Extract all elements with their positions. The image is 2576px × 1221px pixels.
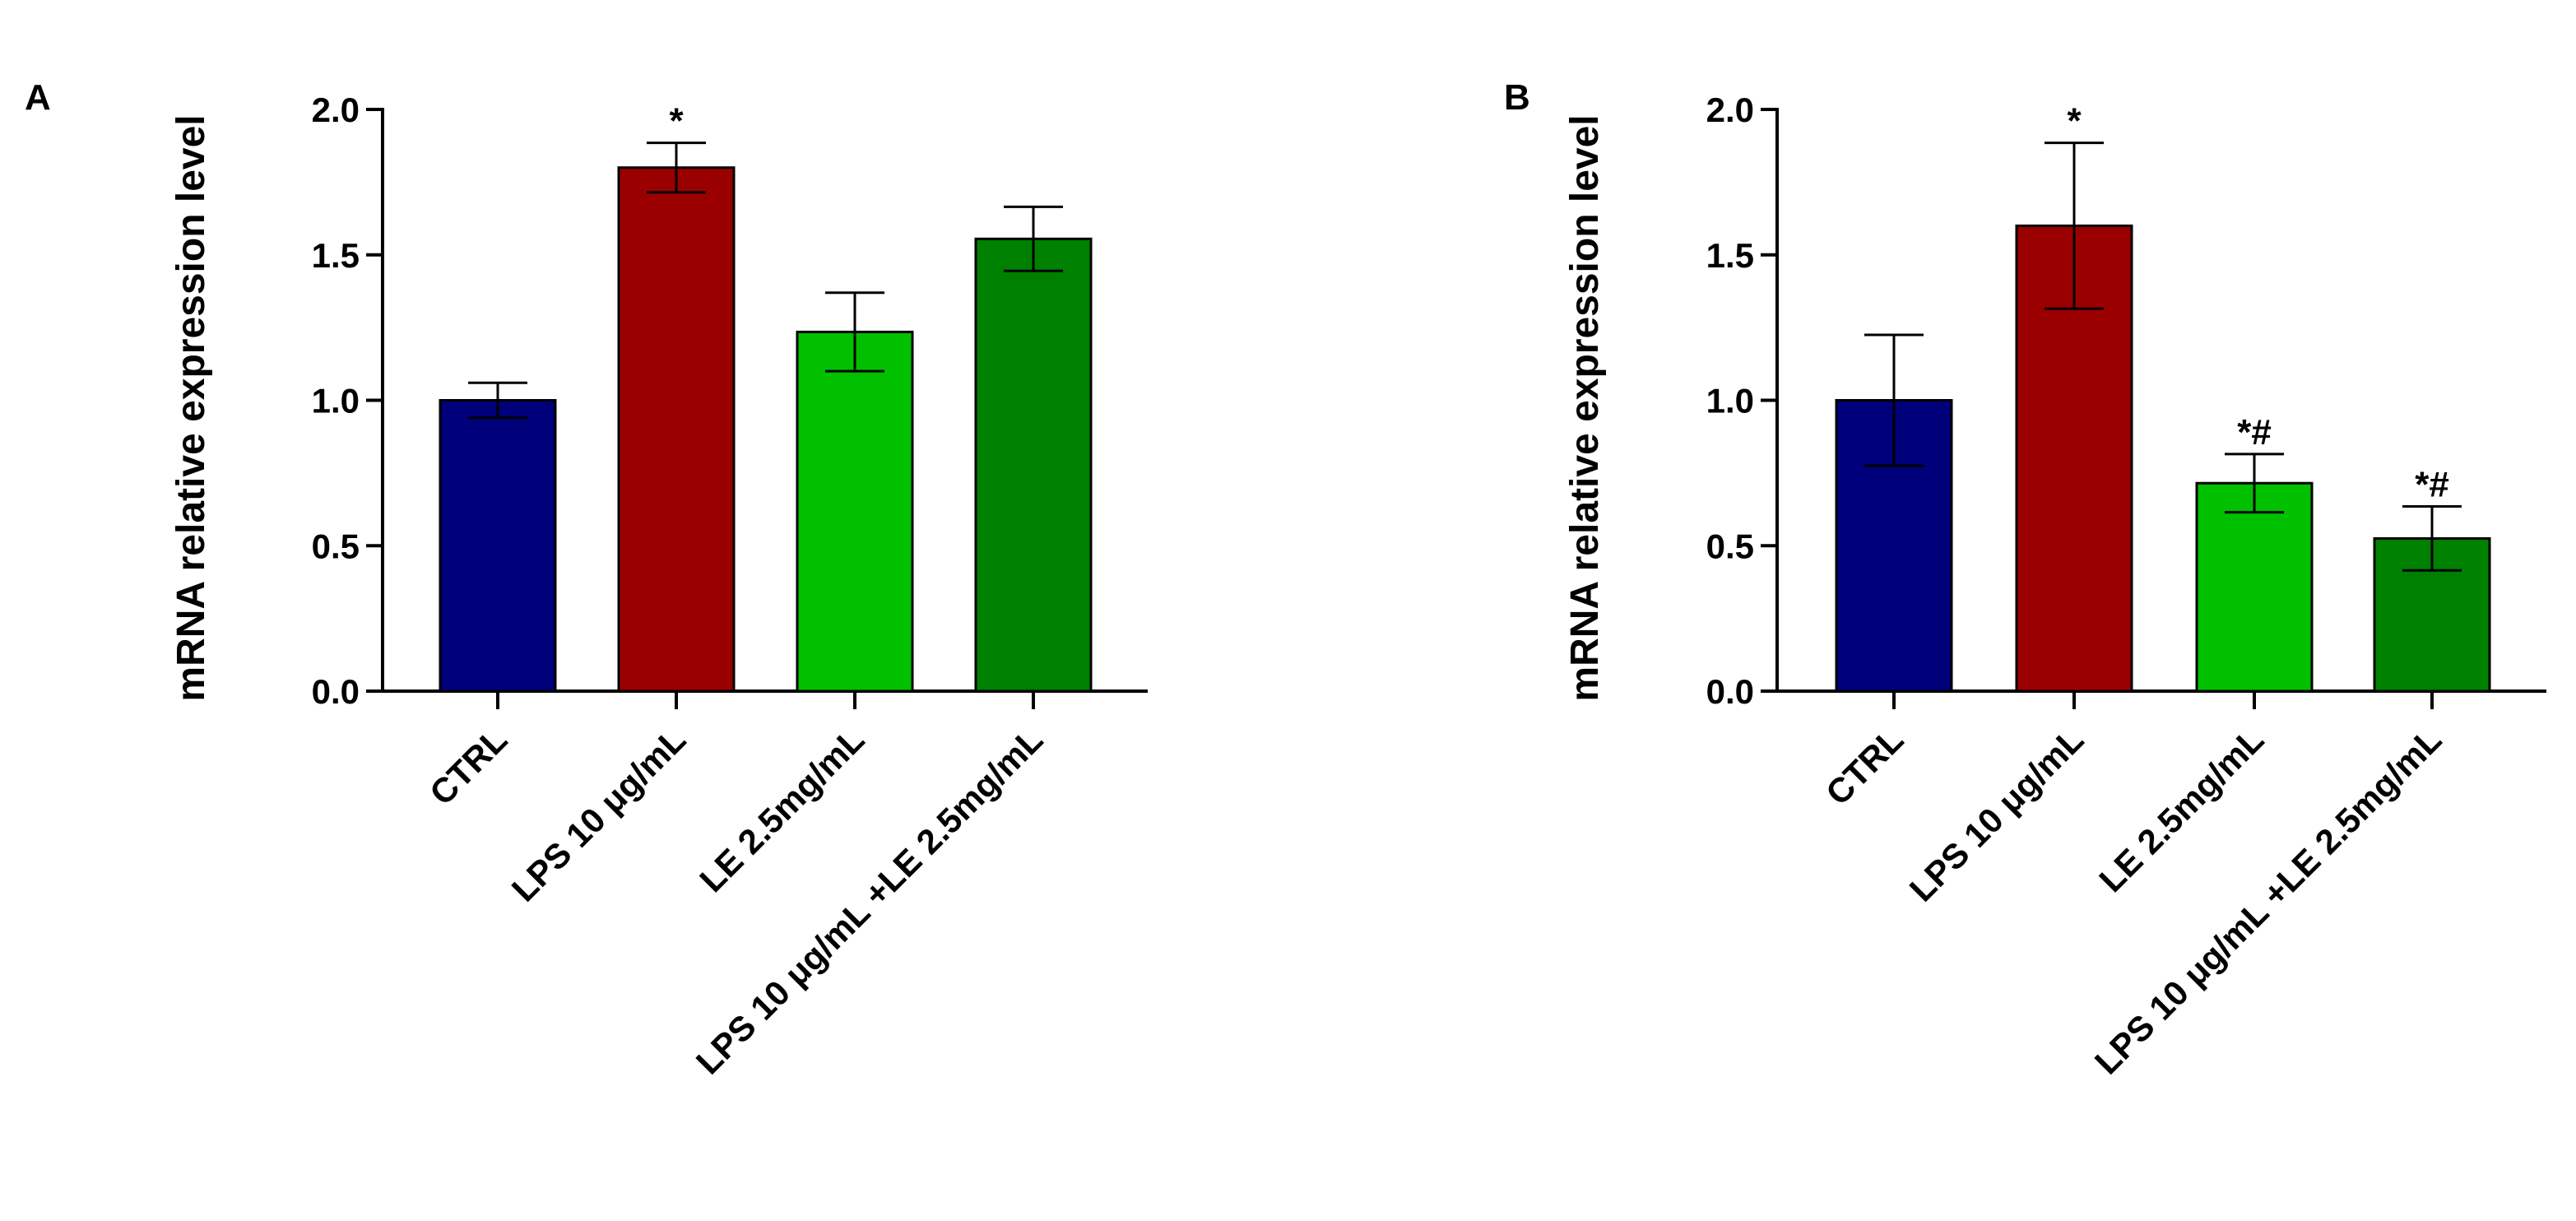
bar xyxy=(974,237,1093,693)
y-tick-label: 0.0 xyxy=(1706,672,1754,711)
significance-label: * xyxy=(2067,101,2082,142)
x-category-label: LPS 10 μg/mL xyxy=(504,720,694,909)
x-category-label: LPS 10 μg/mL xyxy=(1902,720,2091,909)
significance-label: *# xyxy=(2237,412,2272,453)
significance-label: * xyxy=(669,101,684,142)
x-category-label: LPS 10 μg/mL +LE 2.5mg/mL xyxy=(2087,720,2449,1082)
y-tick-label: 1.5 xyxy=(312,236,360,275)
panel-b: B mRNA relative expression level 0.0 0.5 1… xyxy=(1504,77,2546,1082)
y-tick-label: 1.0 xyxy=(312,382,360,420)
bar xyxy=(617,166,736,693)
x-category-label: LPS 10 μg/mL +LE 2.5mg/mL xyxy=(689,720,1051,1082)
y-tick-label: 1.5 xyxy=(1706,236,1754,275)
panel-letter-b: B xyxy=(1504,77,1530,118)
x-category-label: CTRL xyxy=(422,720,514,812)
y-tick-label: 0.5 xyxy=(1706,527,1754,565)
x-category-label: LE 2.5mg/mL xyxy=(2091,720,2271,899)
x-category-label: CTRL xyxy=(1818,720,1910,812)
y-tick-label: 2.0 xyxy=(1706,91,1754,129)
y-tick-label: 0.0 xyxy=(312,672,360,711)
panel-letter-a: A xyxy=(25,77,51,118)
y-axis-label-b: mRNA relative expression level xyxy=(1563,114,1607,701)
significance-label: *# xyxy=(2415,465,2449,505)
y-axis-label-a: mRNA relative expression level xyxy=(169,114,213,701)
panel-a: A mRNA relative expression level 0.0 0.5 1… xyxy=(25,77,1148,1082)
x-category-label: LE 2.5mg/mL xyxy=(692,720,871,899)
bar xyxy=(796,330,914,693)
y-tick-label: 1.0 xyxy=(1706,382,1754,420)
y-tick-label: 2.0 xyxy=(312,91,360,129)
bar xyxy=(439,399,557,693)
y-tick-label: 0.5 xyxy=(312,527,360,565)
bar xyxy=(2195,481,2314,693)
